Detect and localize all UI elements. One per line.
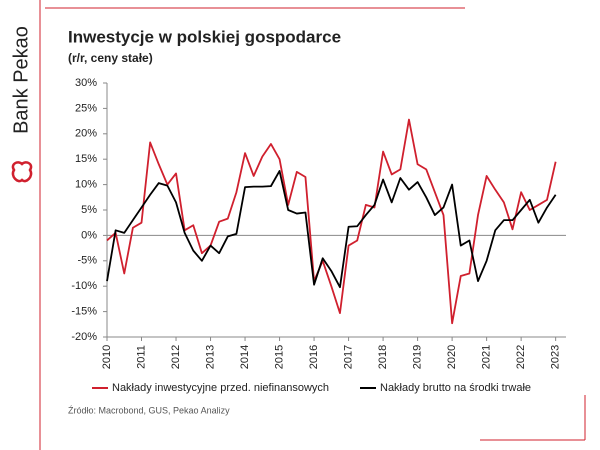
x-tick-label: 2010 [101,345,113,369]
x-tick-label: 2022 [515,345,527,369]
x-tick-label: 2014 [239,345,251,369]
x-tick-label: 2017 [342,345,354,369]
x-tick-label: 2016 [308,345,320,369]
legend-label: Nakłady inwestycyjne przed. niefinansowy… [112,382,329,394]
y-tick-label: 30% [75,77,97,89]
x-tick-label: 2023 [550,345,562,369]
series-line [106,118,557,325]
legend-label: Nakłady brutto na środki trwałe [380,382,531,394]
y-tick-label: 10% [75,179,97,191]
x-tick-label: 2020 [446,345,458,369]
y-tick-label: 20% [75,128,97,140]
x-tick-label: 2012 [170,345,182,369]
series-line [106,169,557,289]
y-tick-label: 15% [75,153,97,165]
x-tick-label: 2018 [377,345,389,369]
source: Źródło: Macrobond, GUS, Pekao Analizy [68,405,230,415]
y-tick-label: -10% [71,280,97,292]
y-tick-label: -20% [71,331,97,343]
x-tick-label: 2019 [412,345,424,369]
chart-subtitle: (r/r, ceny stałe) [68,51,153,65]
logo [11,161,33,183]
y-tick-label: 0% [81,229,97,241]
x-tick-label: 2013 [204,345,216,369]
y-tick-label: 5% [81,204,97,216]
y-tick-label: 25% [75,102,97,114]
brand: Bank Pekao [10,26,32,134]
y-tick-label: -5% [77,255,97,267]
x-tick-label: 2021 [481,345,493,369]
x-tick-label: 2011 [135,345,147,369]
x-tick-label: 2015 [273,345,285,369]
logo-shape [11,161,33,183]
y-tick-label: -15% [71,306,97,318]
chart-title: Inwestycje w polskiej gospodarce [68,27,341,46]
